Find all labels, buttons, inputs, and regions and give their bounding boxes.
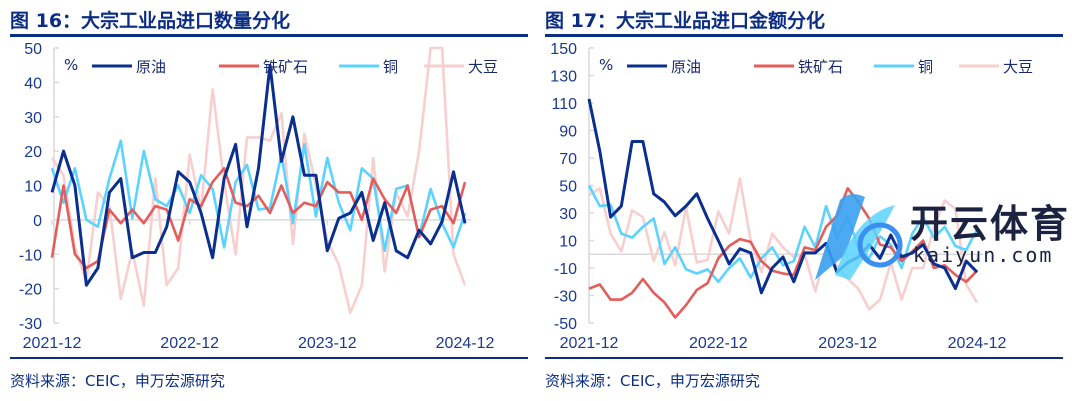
y-tick-label: 150 — [550, 41, 577, 58]
y-tick-label: 50 — [559, 179, 577, 196]
y-tick-label: 40 — [24, 75, 42, 92]
y-tick-label: -20 — [19, 282, 42, 299]
y-tick-label: 30 — [559, 206, 577, 223]
series-line-crude — [50, 63, 467, 287]
series-line-crude — [587, 98, 979, 295]
source-note: 资料来源：CEIC，申万宏源研究 — [545, 372, 760, 390]
watermark-text: 开云体育 — [910, 202, 1071, 246]
y-tick-label: -30 — [554, 289, 577, 306]
x-tick-label: 2022-12 — [689, 335, 748, 350]
x-tick-label: 2023-12 — [298, 335, 357, 350]
legend-label-copper: 铜 — [918, 58, 933, 76]
chart-title: 图 17：大宗工业品进口金额分化 — [545, 10, 826, 32]
y-tick-label: 110 — [551, 96, 577, 113]
kaiyun-logo-icon — [815, 194, 903, 280]
y-tick-label: 130 — [550, 69, 577, 86]
legend-label-copper: 铜 — [383, 58, 398, 76]
y-unit-label: % — [599, 56, 613, 74]
bottom-rule — [545, 357, 1063, 359]
legend-label-crude: 原油 — [136, 58, 166, 76]
x-tick-label: 2022-12 — [160, 335, 219, 350]
x-tick-label: 2024-12 — [948, 335, 1007, 350]
source-note: 资料来源：CEIC，申万宏源研究 — [10, 372, 225, 390]
series-line-soy — [588, 177, 979, 311]
chart-title: 图 16：大宗工业品进口数量分化 — [10, 10, 291, 32]
chart-panel-value: 图 17：大宗工业品进口金额分化 150 130 110 90 70 50 30 10 -10 -… — [545, 0, 1070, 401]
y-tick-label: 70 — [559, 151, 577, 168]
series-line-copper — [50, 139, 467, 253]
legend-label-iron: 铁矿石 — [263, 58, 308, 76]
y-tick-label: 50 — [24, 41, 42, 58]
series-line-iron — [50, 167, 467, 270]
y-tick-label: 20 — [24, 144, 42, 161]
x-tick-label: 2024-12 — [436, 335, 495, 350]
y-tick-label: 10 — [559, 234, 577, 251]
legend-label-soy: 大豆 — [1003, 58, 1033, 76]
y-tick-label: -10 — [554, 261, 577, 278]
title-rule — [545, 34, 1063, 37]
series-line-soy — [50, 46, 467, 315]
y-unit-label: % — [64, 56, 78, 74]
y-tick-label: -10 — [19, 247, 42, 264]
line-chart-value: 150 130 110 90 70 50 30 10 -10 -30 -50 2021-12 2022-… — [550, 41, 1033, 350]
y-tick-label: 0 — [33, 213, 42, 230]
bottom-rule — [10, 357, 528, 359]
y-tick-label: 90 — [559, 124, 577, 141]
y-tick-label: 30 — [24, 110, 42, 127]
watermark-logo: 开云体育 kaiyun.com — [795, 185, 1080, 286]
legend-label-crude: 原油 — [671, 58, 701, 76]
watermark-url: kaiyun.com — [913, 243, 1054, 267]
x-tick-label: 2023-12 — [818, 335, 877, 350]
legend-label-soy: 大豆 — [468, 58, 498, 76]
y-tick-label: -30 — [19, 316, 42, 333]
y-tick-label: -50 — [554, 316, 577, 333]
legend-label-iron: 铁矿石 — [798, 58, 843, 76]
x-tick-label: 2021-12 — [560, 335, 619, 350]
x-tick-label: 2021-12 — [23, 335, 82, 350]
chart-panel-quantity: 图 16：大宗工业品进口数量分化 50 40 30 20 10 0 -10 -20 -30 202… — [10, 0, 535, 401]
series-line-copper — [587, 184, 979, 284]
y-tick-label: 10 — [24, 179, 42, 196]
title-rule — [10, 34, 528, 37]
line-chart-quantity: 50 40 30 20 10 0 -10 -20 -30 2021-12 2022-12 2023-1… — [19, 41, 498, 350]
